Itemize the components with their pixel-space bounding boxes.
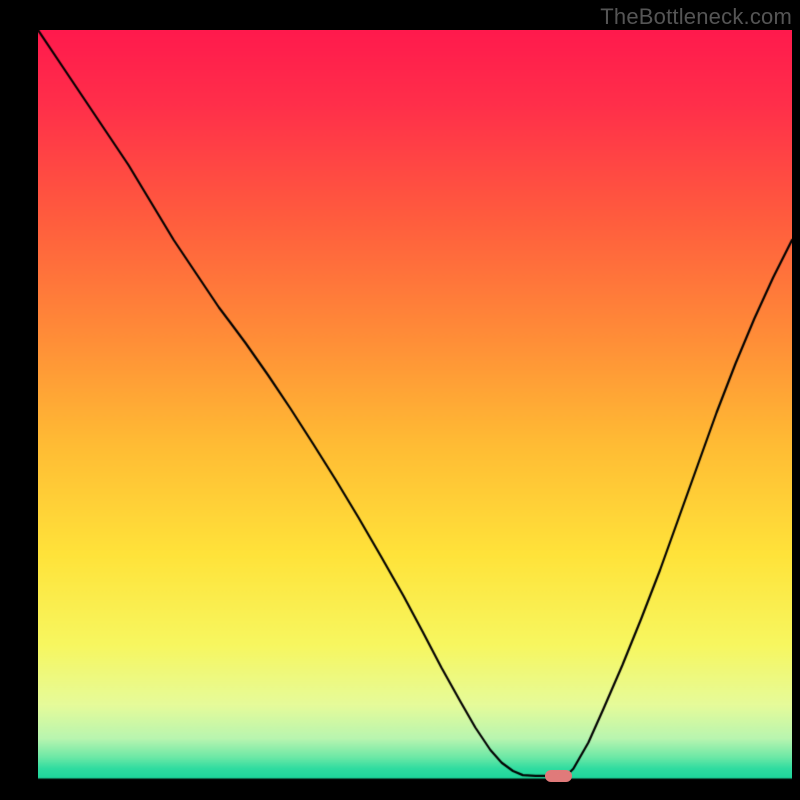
watermark-text: TheBottleneck.com (600, 4, 792, 30)
optimal-point-marker (545, 770, 572, 782)
chart-frame: TheBottleneck.com (0, 0, 800, 800)
bottleneck-curve (38, 30, 792, 780)
plot-area (38, 30, 792, 780)
